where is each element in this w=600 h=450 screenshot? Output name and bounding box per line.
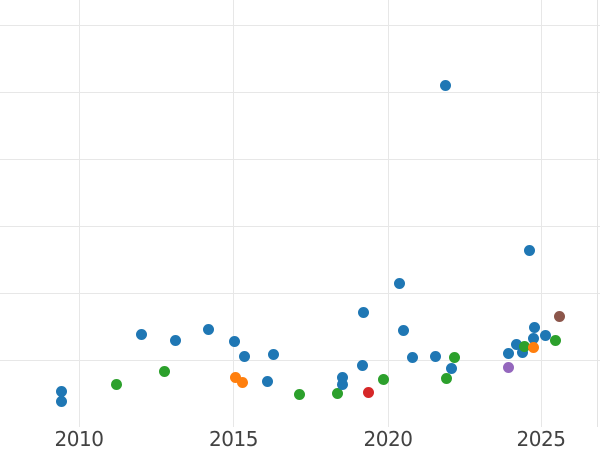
data-point	[516, 346, 528, 358]
data-point	[238, 350, 250, 362]
data-point	[236, 376, 248, 388]
data-point	[356, 359, 368, 371]
plot-area	[0, 0, 600, 427]
x-tick-label: 2010	[54, 427, 104, 450]
data-point	[293, 388, 305, 400]
data-point	[202, 323, 214, 335]
data-point	[397, 324, 409, 336]
vertical-gridline	[233, 0, 234, 427]
data-point	[169, 334, 181, 346]
data-point	[429, 350, 441, 362]
data-point	[229, 371, 241, 383]
data-point	[135, 328, 147, 340]
data-point	[539, 329, 551, 341]
horizontal-gridline	[0, 359, 600, 361]
data-point	[549, 334, 561, 346]
data-point	[55, 395, 67, 407]
data-point	[528, 321, 540, 333]
data-point	[110, 378, 122, 390]
data-point	[439, 79, 451, 91]
data-point	[406, 351, 418, 363]
data-point	[502, 361, 514, 373]
horizontal-gridline	[0, 24, 600, 26]
data-point	[261, 375, 273, 387]
horizontal-gridline	[0, 158, 600, 160]
data-point	[336, 371, 348, 383]
x-tick-label: 2025	[516, 427, 566, 450]
data-point	[393, 277, 405, 289]
data-point	[553, 310, 565, 322]
x-tick-label: 2020	[363, 427, 413, 450]
data-point	[518, 340, 530, 352]
data-point	[440, 372, 452, 384]
data-point	[336, 378, 348, 390]
data-point	[502, 347, 514, 359]
vertical-gridline	[78, 0, 80, 427]
horizontal-gridline	[0, 91, 600, 93]
data-point	[228, 335, 240, 347]
data-point	[523, 244, 535, 256]
data-point	[267, 348, 279, 360]
data-point	[377, 373, 389, 385]
data-point	[510, 338, 522, 350]
data-point	[445, 362, 457, 374]
data-point	[357, 306, 369, 318]
data-point	[158, 365, 170, 377]
x-tick-label: 2015	[209, 427, 258, 450]
data-point	[448, 351, 460, 363]
vertical-gridline	[540, 0, 542, 427]
data-point	[527, 332, 539, 344]
data-point	[55, 385, 67, 397]
horizontal-gridline	[0, 292, 600, 294]
horizontal-gridline	[0, 225, 600, 227]
data-point	[331, 387, 343, 399]
vertical-gridline	[387, 0, 389, 427]
data-point	[362, 386, 374, 398]
data-point	[527, 341, 539, 353]
plot-right-border	[596, 0, 598, 427]
